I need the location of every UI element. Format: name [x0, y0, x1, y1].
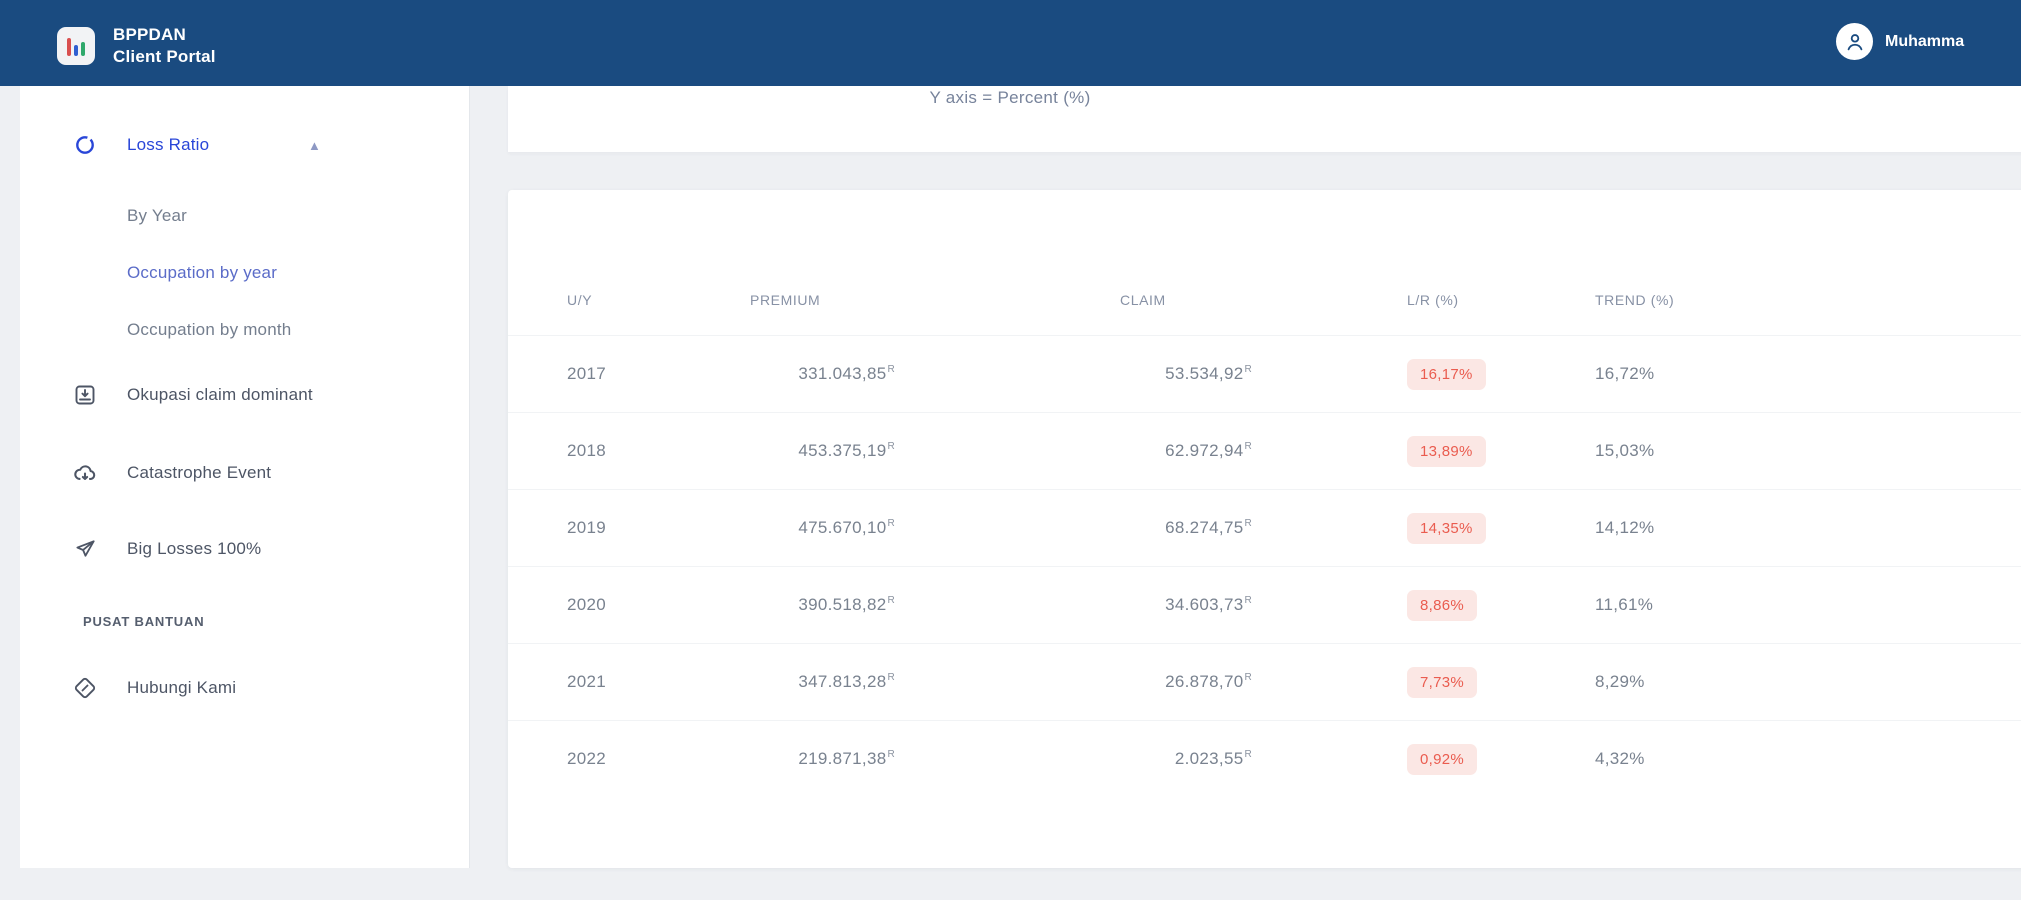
- user-name: Muhamma: [1885, 32, 1965, 50]
- help-tag-icon: [72, 675, 98, 701]
- value-unit: R: [1244, 749, 1252, 761]
- column-header-uy: U/Y: [567, 292, 593, 308]
- sidebar-item-label: Catastrophe Event: [127, 463, 272, 482]
- cell-trend: 4,32%: [1595, 749, 1645, 768]
- sidebar-item-label: Hubungi Kami: [127, 678, 237, 697]
- cell-trend: 14,12%: [1595, 518, 1655, 537]
- cell-claim: 34.603,73R: [1165, 595, 1252, 614]
- cell-claim: 26.878,70R: [1165, 672, 1252, 691]
- cell-premium: 475.670,10R: [798, 518, 895, 537]
- brand[interactable]: BPPDAN Client Portal: [57, 24, 216, 68]
- cell-premium: 331.043,85R: [798, 364, 895, 383]
- cell-uy: 2022: [567, 749, 607, 768]
- cell-premium: 347.813,28R: [798, 672, 895, 691]
- column-header-trend: TREND (%): [1595, 292, 1675, 308]
- lr-badge: 0,92%: [1407, 743, 1478, 775]
- cell-trend: 16,72%: [1595, 364, 1655, 383]
- cell-uy: 2018: [567, 441, 607, 460]
- value-unit: R: [887, 441, 895, 453]
- table-row: 2022 219.871,38R 2.023,55R 0,92% 4,32%: [508, 720, 2021, 797]
- cell-claim: 2.023,55R: [1174, 749, 1252, 768]
- value-unit: R: [1244, 672, 1252, 684]
- cell-premium: 219.871,38R: [798, 749, 895, 768]
- table-row: 2020 390.518,82R 34.603,73R 8,86% 11,61%: [508, 566, 2021, 643]
- paper-plane-icon: [72, 536, 98, 562]
- inbox-download-icon: [72, 382, 98, 408]
- column-header-lr: L/R (%): [1407, 292, 1459, 308]
- lr-badge: 16,17%: [1407, 358, 1486, 390]
- value-unit: R: [1244, 364, 1252, 376]
- loss-ratio-table-card: U/Y PREMIUM CLAIM L/R (%) TREND (%) 2017…: [508, 190, 2021, 868]
- circle-icon: [72, 132, 98, 158]
- sidebar-item-label: Okupasi claim dominant: [127, 385, 313, 404]
- cell-trend: 11,61%: [1595, 595, 1654, 614]
- person-icon: [1847, 33, 1862, 50]
- cell-claim: 62.972,94R: [1165, 441, 1252, 460]
- cell-uy: 2017: [567, 364, 607, 383]
- sidebar-item-label: By Year: [127, 206, 188, 225]
- value-unit: R: [1244, 441, 1252, 453]
- table-row: 2021 347.813,28R 26.878,70R 7,73% 8,29%: [508, 643, 2021, 720]
- lr-badge: 14,35%: [1407, 512, 1486, 544]
- sidebar-item-label: Occupation by year: [127, 263, 278, 282]
- value-unit: R: [1244, 518, 1252, 530]
- lr-badge: 7,73%: [1407, 666, 1478, 698]
- app-header: BPPDAN Client Portal Muhamma: [0, 0, 2021, 86]
- sidebar: Loss Ratio ▲ By Year Occupation by year …: [20, 86, 470, 868]
- brand-subtitle: Client Portal: [113, 47, 216, 66]
- cell-uy: 2020: [567, 595, 607, 614]
- sidebar-item-label: Loss Ratio: [127, 135, 210, 154]
- chart-axis-note: Y axis = Percent (%): [929, 88, 1091, 107]
- cell-trend: 15,03%: [1595, 441, 1655, 460]
- value-unit: R: [887, 595, 895, 607]
- cell-lr: 16,17%: [1407, 358, 1595, 390]
- bppdan-logo-icon: [57, 27, 95, 65]
- cloud-icon: [72, 460, 98, 486]
- table-header-row: U/Y PREMIUM CLAIM L/R (%) TREND (%): [508, 265, 2021, 335]
- lr-badge: 13,89%: [1407, 435, 1486, 467]
- value-unit: R: [887, 364, 895, 376]
- brand-text: BPPDAN Client Portal: [113, 24, 216, 68]
- value-unit: R: [887, 672, 895, 684]
- sidebar-item-loss-ratio[interactable]: Loss Ratio ▲: [20, 124, 469, 166]
- sidebar-item-label: Occupation by month: [127, 320, 292, 339]
- table-row: 2018 453.375,19R 62.972,94R 13,89% 15,03…: [508, 412, 2021, 489]
- table-row: 2019 475.670,10R 68.274,75R 14,35% 14,12…: [508, 489, 2021, 566]
- sidebar-item-big-losses-100[interactable]: Big Losses 100%: [20, 528, 469, 570]
- user-avatar: [1836, 23, 1873, 60]
- cell-trend: 8,29%: [1595, 672, 1645, 691]
- table-row: 2017 331.043,85R 53.534,92R 16,17% 16,72…: [508, 335, 2021, 412]
- sidebar-item-occupation-by-month[interactable]: Occupation by month: [20, 309, 469, 351]
- cell-lr: 0,92%: [1407, 743, 1595, 775]
- cell-lr: 13,89%: [1407, 435, 1595, 467]
- cell-claim: 68.274,75R: [1165, 518, 1252, 537]
- cell-uy: 2019: [567, 518, 607, 537]
- value-unit: R: [1244, 595, 1252, 607]
- cell-lr: 14,35%: [1407, 512, 1595, 544]
- sidebar-section-pusat-bantuan: PUSAT BANTUAN: [83, 614, 205, 629]
- column-header-claim: CLAIM: [1120, 292, 1166, 308]
- cell-premium: 390.518,82R: [798, 595, 895, 614]
- brand-title: BPPDAN: [113, 25, 186, 44]
- value-unit: R: [887, 518, 895, 530]
- chart-card-bottom: Y axis = Percent (%): [508, 86, 2021, 152]
- cell-claim: 53.534,92R: [1165, 364, 1252, 383]
- value-unit: R: [887, 749, 895, 761]
- sidebar-item-by-year[interactable]: By Year: [20, 195, 469, 237]
- column-header-premium: PREMIUM: [750, 292, 821, 308]
- sidebar-item-label: Big Losses 100%: [127, 539, 262, 558]
- sidebar-item-hubungi-kami[interactable]: Hubungi Kami: [20, 667, 469, 709]
- user-menu[interactable]: Muhamma: [1836, 23, 1964, 60]
- sidebar-item-okupasi-claim-dominant[interactable]: Okupasi claim dominant: [20, 374, 469, 416]
- lr-badge: 8,86%: [1407, 589, 1478, 621]
- sidebar-item-catastrophe-event[interactable]: Catastrophe Event: [20, 452, 469, 494]
- cell-premium: 453.375,19R: [798, 441, 895, 460]
- sidebar-item-occupation-by-year[interactable]: Occupation by year: [20, 252, 469, 294]
- cell-uy: 2021: [567, 672, 607, 691]
- cell-lr: 8,86%: [1407, 589, 1595, 621]
- cell-lr: 7,73%: [1407, 666, 1595, 698]
- chevron-up-icon[interactable]: ▲: [308, 137, 321, 153]
